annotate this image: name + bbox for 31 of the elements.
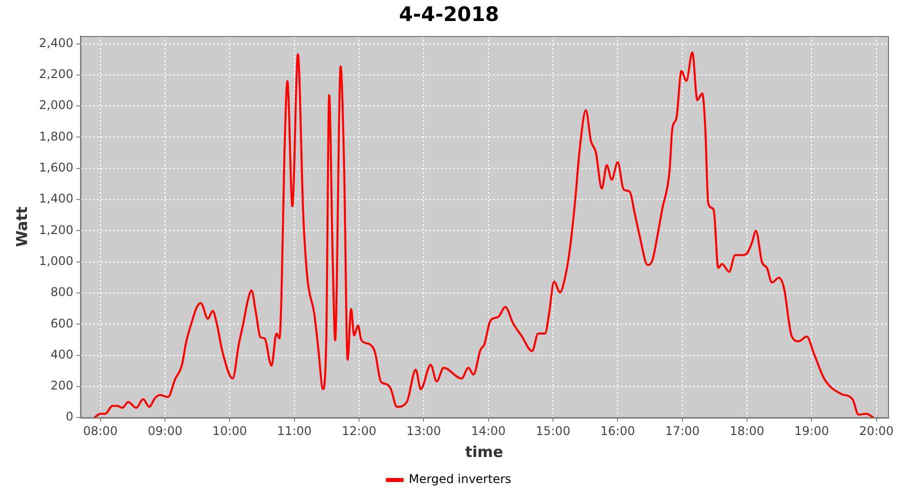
y-tick-label: 0	[66, 410, 74, 424]
x-tick-label: 14:00	[471, 424, 506, 438]
x-tick-label: 18:00	[730, 424, 764, 438]
y-tick-label: 1,800	[38, 129, 74, 144]
y-axis-title: Watt	[12, 206, 31, 248]
x-tick-label: 16:00	[600, 424, 636, 438]
y-tick-label: 1,400	[38, 192, 74, 206]
x-tick-label: 17:00	[665, 424, 700, 438]
y-tick-label: 400	[50, 347, 74, 362]
x-tick-label: 11:00	[277, 424, 312, 438]
legend-label: Merged inverters	[408, 472, 512, 486]
x-tick-label: 08:00	[83, 424, 118, 438]
x-tick-label: 12:00	[342, 424, 376, 438]
x-tick-label: 15:00	[536, 424, 570, 438]
y-tick-label: 1,200	[38, 222, 74, 237]
x-axis-title: time	[465, 442, 504, 461]
x-tick-label: 20:00	[859, 424, 894, 438]
x-tick-label: 19:00	[794, 424, 829, 438]
y-tick-label: 200	[50, 378, 74, 393]
y-tick-label: 1,000	[38, 254, 74, 268]
chart-title: 4-4-2018	[398, 2, 500, 26]
line-series	[93, 51, 874, 418]
y-tick-label: 1,600	[38, 160, 74, 175]
y-tick-label: 2,400	[38, 36, 74, 50]
y-tick-label: 600	[50, 316, 74, 330]
x-tick-label: 13:00	[406, 424, 442, 438]
y-tick-label: 800	[50, 285, 74, 300]
x-tick-label: 09:00	[148, 424, 182, 438]
x-tick-label: 10:00	[212, 424, 248, 438]
y-tick-label: 2,000	[38, 98, 74, 112]
y-tick-label: 2,200	[38, 67, 74, 82]
